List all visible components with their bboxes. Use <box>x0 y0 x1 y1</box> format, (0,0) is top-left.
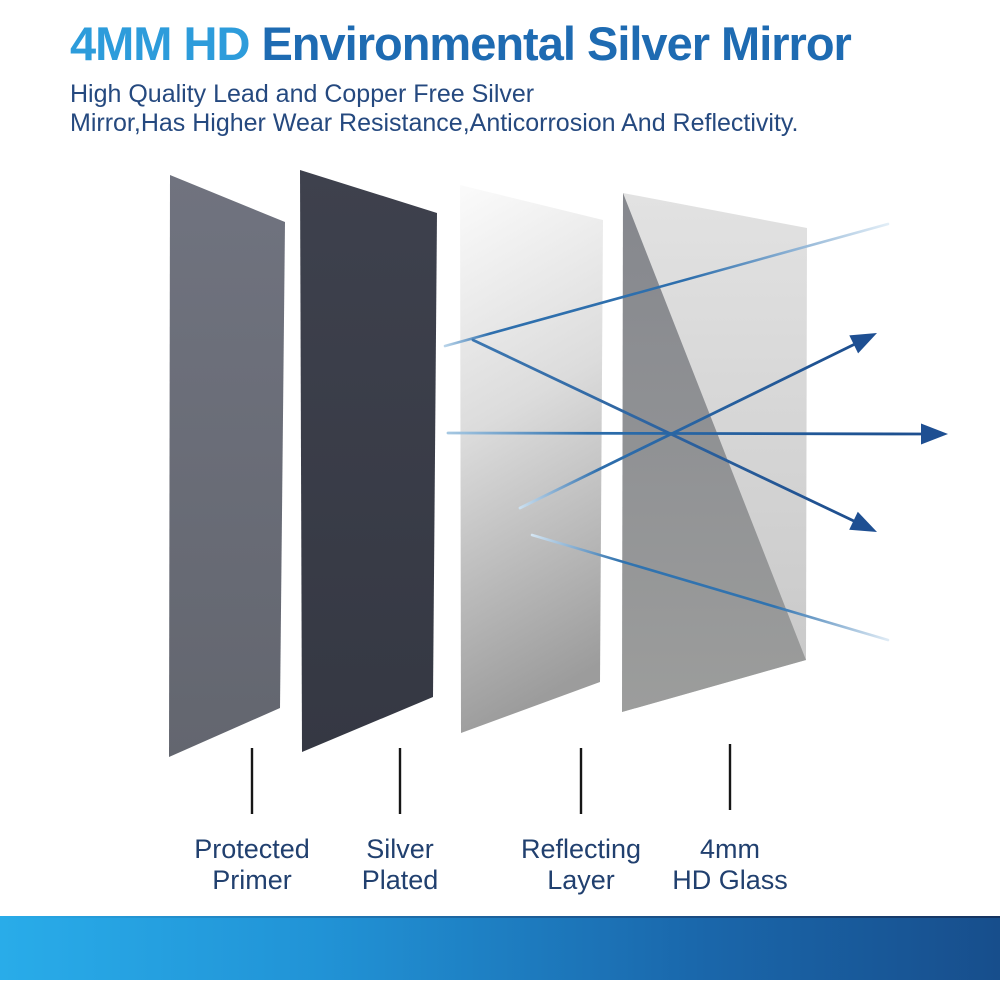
bottom-accent-bar <box>0 916 1000 980</box>
arrowhead-up-right-icon <box>849 333 877 354</box>
label-line: Plated <box>361 865 439 895</box>
ray-lower-faded <box>530 533 890 642</box>
glass-shadow-triangle <box>622 193 806 712</box>
ray-incident <box>443 222 890 348</box>
ray-exit-horizontal <box>446 431 926 436</box>
label-tick-lines <box>250 744 732 814</box>
light-rays <box>443 222 926 642</box>
title-highlight: 4MM HD <box>70 17 262 70</box>
label-line: 4mm <box>699 834 760 864</box>
arrowhead-down-right-icon <box>849 511 877 532</box>
ray-exit-up <box>518 342 857 510</box>
subtitle-line-2: Mirror,Has Higher Wear Resistance,Antico… <box>70 109 799 137</box>
title-main: Environmental Silver Mirror <box>261 17 851 70</box>
page-title: 4MM HD Environmental Silver Mirror <box>70 16 852 71</box>
label-line: Primer <box>212 865 292 895</box>
arrowheads <box>849 333 948 532</box>
label-line: HD Glass <box>672 865 788 895</box>
layer-panel-protected-primer <box>169 175 285 757</box>
subtitle-line-1: High Quality Lead and Copper Free Silver <box>70 80 535 108</box>
layer-label-reflecting-layer: Reflecting Layer <box>521 834 641 896</box>
label-line: Protected <box>194 834 310 864</box>
label-line: Reflecting <box>520 834 642 864</box>
label-line: Silver <box>366 834 434 864</box>
layer-label-silver-plated: Silver Plated <box>362 834 439 896</box>
layer-panel-reflecting-layer <box>460 185 603 733</box>
arrowhead-right-icon <box>921 423 948 445</box>
layer-panel-hd-glass <box>622 193 807 712</box>
label-line: Layer <box>547 865 615 895</box>
subtitle: High Quality Lead and Copper Free Silver… <box>70 80 799 138</box>
layer-label-hd-glass: 4mm HD Glass <box>672 834 788 896</box>
layer-label-protected-primer: Protected Primer <box>194 834 310 896</box>
ray-reflect-down <box>471 338 858 524</box>
layer-panel-silver-plated <box>300 170 437 752</box>
